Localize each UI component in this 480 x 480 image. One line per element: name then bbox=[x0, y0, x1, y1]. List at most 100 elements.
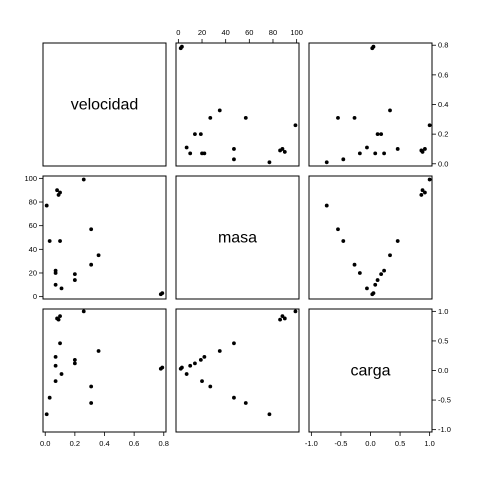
data-point bbox=[373, 151, 378, 156]
data-point bbox=[58, 239, 62, 243]
data-point bbox=[293, 309, 298, 314]
data-point bbox=[382, 268, 386, 273]
data-point bbox=[382, 151, 386, 156]
data-point bbox=[379, 272, 384, 277]
y-axis-masa-left: 0 20 40 60 80 100 bbox=[24, 174, 43, 301]
x-axis-masa-top: 0 20 40 60 80 100 bbox=[176, 28, 303, 43]
tick-label: 40 bbox=[222, 28, 230, 37]
tick-label: 0 bbox=[33, 292, 37, 301]
tick-label: 0.0 bbox=[40, 439, 50, 448]
variable-label: masa bbox=[218, 230, 257, 247]
tick-label: 40 bbox=[29, 245, 37, 254]
tick-label: -0.5 bbox=[438, 396, 451, 405]
tick-label: 0 bbox=[176, 28, 180, 37]
panel-frame bbox=[175, 175, 300, 300]
panel-carga-vs-velocidad bbox=[42, 308, 167, 433]
data-point bbox=[53, 363, 58, 368]
data-point bbox=[72, 361, 77, 366]
tick-label: 20 bbox=[29, 268, 37, 277]
data-point bbox=[324, 203, 329, 208]
tick-label: 0.0 bbox=[438, 366, 448, 375]
data-point bbox=[280, 314, 285, 318]
data-point bbox=[58, 314, 62, 318]
data-point bbox=[53, 282, 58, 287]
data-point bbox=[44, 203, 49, 208]
data-point bbox=[202, 355, 207, 359]
data-point bbox=[89, 384, 94, 389]
tick-label: 1.0 bbox=[438, 307, 448, 316]
tick-label: -1.0 bbox=[305, 439, 318, 448]
tick-label: 100 bbox=[290, 28, 303, 37]
data-point bbox=[81, 309, 86, 314]
tick-label: 1.0 bbox=[424, 439, 434, 448]
panel-frame bbox=[308, 175, 433, 300]
data-point bbox=[198, 132, 203, 137]
panel-frame bbox=[175, 42, 300, 167]
data-point bbox=[217, 349, 222, 353]
data-point bbox=[208, 115, 213, 120]
panel-velocidad-vs-masa bbox=[175, 42, 300, 167]
data-point bbox=[336, 227, 340, 232]
data-point bbox=[395, 147, 400, 151]
data-point bbox=[232, 157, 236, 162]
data-point bbox=[184, 145, 189, 150]
data-point bbox=[89, 401, 94, 405]
variable-label: carga bbox=[350, 363, 390, 380]
panel-velocidad-vs-carga bbox=[308, 42, 433, 167]
tick-label: 0.8 bbox=[438, 41, 448, 50]
data-point bbox=[81, 177, 86, 182]
data-point bbox=[160, 365, 165, 370]
y-axis-velocidad-right: 0.0 0.2 0.4 0.6 0.8 bbox=[432, 41, 448, 168]
data-point bbox=[232, 395, 236, 400]
data-point bbox=[193, 132, 197, 137]
data-point bbox=[89, 262, 94, 267]
tick-label: 0.6 bbox=[438, 70, 448, 79]
data-point bbox=[44, 412, 49, 417]
data-point bbox=[72, 357, 77, 362]
data-point bbox=[373, 282, 378, 287]
tick-label: 60 bbox=[29, 221, 37, 230]
tick-label: -1.0 bbox=[438, 425, 451, 434]
data-point bbox=[371, 291, 376, 295]
data-point bbox=[336, 115, 340, 120]
data-point bbox=[217, 108, 222, 113]
data-point bbox=[232, 147, 236, 151]
data-point bbox=[427, 123, 432, 128]
data-point bbox=[419, 193, 424, 197]
tick-label: 0.2 bbox=[438, 130, 448, 139]
data-point bbox=[243, 115, 248, 120]
tick-label: 0.6 bbox=[129, 439, 139, 448]
data-point bbox=[324, 160, 329, 165]
data-point bbox=[352, 115, 357, 120]
data-point bbox=[293, 123, 298, 128]
tick-label: 0.0 bbox=[365, 439, 375, 448]
tick-label: 0.4 bbox=[438, 100, 448, 109]
data-point bbox=[427, 177, 432, 182]
tick-label: 0.8 bbox=[159, 439, 169, 448]
data-point bbox=[53, 271, 58, 275]
tick-label: 0.4 bbox=[99, 439, 109, 448]
data-point bbox=[395, 239, 400, 243]
data-point bbox=[188, 363, 193, 368]
tick-label: 0.5 bbox=[395, 439, 405, 448]
data-point bbox=[232, 341, 236, 346]
data-point bbox=[188, 151, 193, 156]
data-point bbox=[59, 372, 64, 376]
data-point bbox=[89, 227, 94, 232]
data-point bbox=[208, 384, 213, 389]
data-point bbox=[58, 341, 62, 346]
tick-label: 100 bbox=[24, 174, 37, 183]
data-point bbox=[96, 349, 101, 353]
data-point bbox=[282, 316, 287, 321]
tick-label: 80 bbox=[29, 198, 37, 207]
data-point bbox=[365, 286, 369, 291]
data-point bbox=[357, 271, 362, 275]
tick-label: 0.2 bbox=[70, 439, 80, 448]
panel-masa-vs-velocidad bbox=[42, 175, 167, 300]
data-point bbox=[278, 148, 282, 153]
panel-frame bbox=[308, 42, 433, 167]
data-point bbox=[47, 239, 52, 243]
panel-carga-vs-carga: carga bbox=[308, 308, 433, 433]
data-point bbox=[341, 157, 346, 162]
